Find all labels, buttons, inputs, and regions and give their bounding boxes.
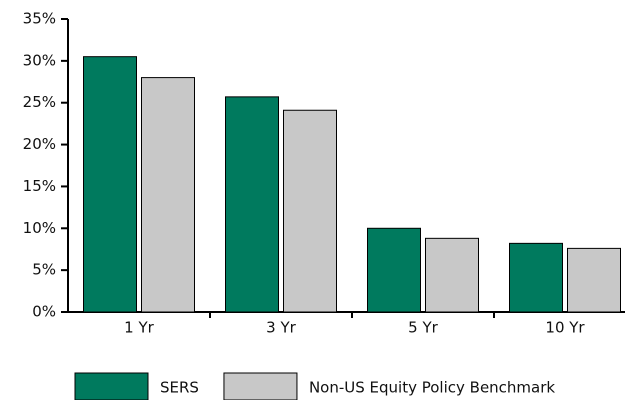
bar [225, 96, 279, 313]
x-tick-label: 5 Yr [408, 319, 438, 337]
y-tick-label: 35% [23, 10, 56, 28]
bar [141, 77, 195, 313]
bar [367, 227, 421, 313]
y-tick-label: 20% [23, 135, 56, 153]
bar [83, 56, 137, 313]
legend-label: SERS [160, 379, 199, 397]
y-tick-label: 30% [23, 51, 56, 69]
legend-swatch [74, 372, 149, 400]
y-tick-label: 0% [32, 303, 56, 321]
legend-label: Non-US Equity Policy Benchmark [309, 379, 555, 397]
x-tick-label: 3 Yr [266, 319, 296, 337]
y-tick-label: 15% [23, 177, 56, 195]
x-tick-label: 10 Yr [545, 319, 585, 337]
x-tick-label: 1 Yr [124, 319, 154, 337]
bar [425, 237, 479, 313]
legend-swatch [223, 372, 298, 400]
y-tick-label: 25% [23, 93, 56, 111]
bar [567, 247, 621, 313]
y-tick-label: 10% [23, 219, 56, 237]
bar [283, 109, 337, 313]
y-tick-label: 5% [32, 261, 56, 279]
bar [509, 242, 563, 313]
